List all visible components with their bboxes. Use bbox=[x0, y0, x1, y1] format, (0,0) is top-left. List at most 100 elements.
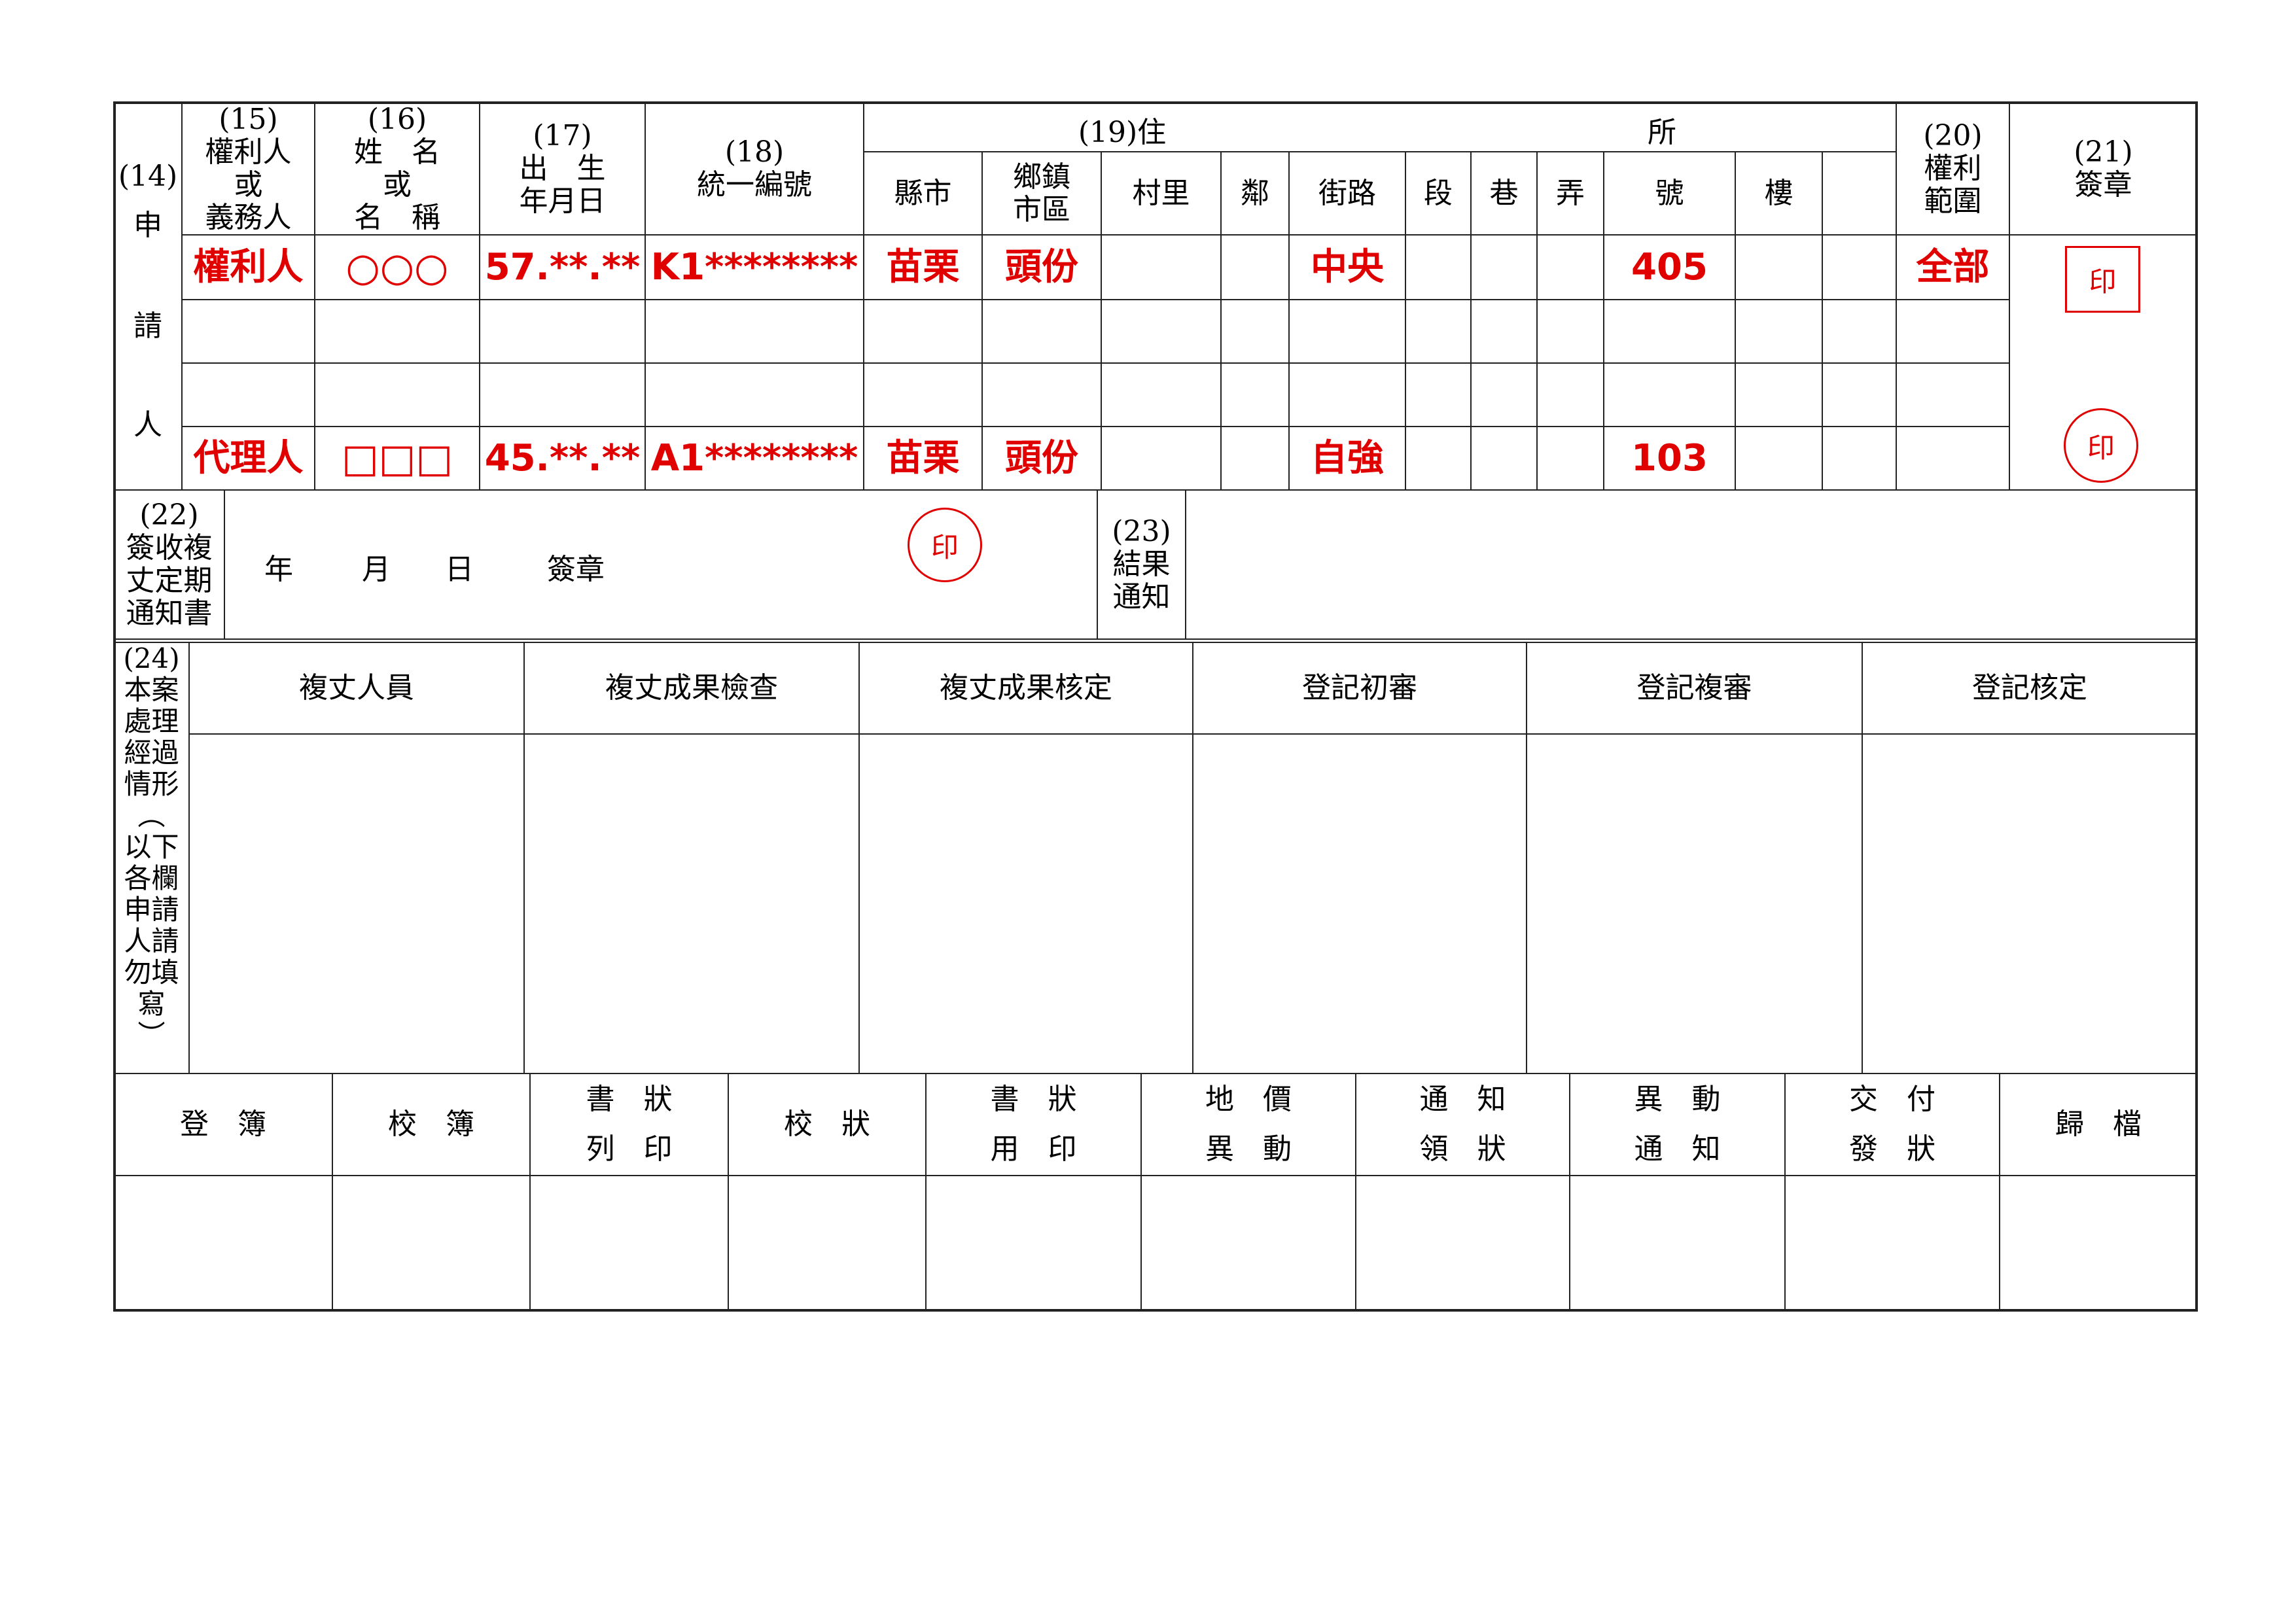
header-address-column: 段 bbox=[1405, 151, 1472, 236]
applicant-cell[interactable] bbox=[1405, 362, 1472, 427]
header-address-column: 樓 bbox=[1735, 151, 1823, 236]
applicant-cell[interactable] bbox=[1470, 426, 1538, 491]
applicant-cell[interactable]: 權利人 bbox=[181, 234, 315, 300]
applicant-cell[interactable] bbox=[645, 362, 864, 427]
registry-column-field[interactable] bbox=[332, 1175, 531, 1312]
processing-column-field[interactable] bbox=[1192, 733, 1527, 1074]
applicant-cell[interactable] bbox=[1822, 299, 1897, 364]
applicant-cell[interactable] bbox=[1735, 362, 1823, 427]
applicant-cell[interactable] bbox=[1220, 299, 1290, 364]
applicant-cell[interactable]: 45.**.** bbox=[479, 426, 646, 491]
applicant-cell[interactable]: 自強 bbox=[1288, 426, 1406, 491]
applicant-cell[interactable]: 103 bbox=[1603, 426, 1736, 491]
applicant-cell[interactable] bbox=[1536, 362, 1604, 427]
applicant-cell[interactable] bbox=[181, 362, 315, 427]
applicant-cell[interactable]: 全部 bbox=[1896, 234, 2010, 300]
applicant-cell[interactable] bbox=[181, 299, 315, 364]
applicant-cell[interactable] bbox=[981, 299, 1102, 364]
applicant-cell[interactable] bbox=[1822, 234, 1897, 300]
seal-square-icon: 印 bbox=[2065, 246, 2140, 313]
applicant-cell[interactable]: 中央 bbox=[1288, 234, 1406, 300]
applicant-label-char: 人 bbox=[133, 408, 162, 442]
registry-column-field[interactable] bbox=[113, 1175, 333, 1312]
registry-column-field[interactable] bbox=[1569, 1175, 1786, 1312]
year-label: 年 bbox=[264, 553, 293, 586]
applicant-cell[interactable] bbox=[1101, 234, 1222, 300]
applicant-cell[interactable] bbox=[1220, 362, 1290, 427]
header-rights-holder: (15) 權利人 或 義務人 bbox=[181, 101, 315, 236]
applicant-cell[interactable] bbox=[1536, 426, 1604, 491]
applicant-cell[interactable] bbox=[1405, 299, 1472, 364]
applicant-cell[interactable]: K1******** bbox=[645, 234, 864, 300]
applicant-cell[interactable] bbox=[863, 362, 983, 427]
applicant-cell[interactable] bbox=[1470, 234, 1538, 300]
applicant-cell[interactable]: 405 bbox=[1603, 234, 1736, 300]
applicant-cell[interactable] bbox=[1822, 426, 1897, 491]
seal-circle-icon: 印 bbox=[2064, 408, 2138, 483]
applicant-cell[interactable] bbox=[1101, 299, 1222, 364]
applicant-cell[interactable] bbox=[1735, 299, 1823, 364]
applicant-cell[interactable] bbox=[479, 299, 646, 364]
applicant-cell[interactable] bbox=[1822, 362, 1897, 427]
applicant-cell[interactable] bbox=[1896, 426, 2010, 491]
processing-column-field[interactable] bbox=[188, 733, 525, 1074]
applicant-cell[interactable]: □□□ bbox=[314, 426, 480, 491]
applicant-cell[interactable] bbox=[1288, 299, 1406, 364]
applicant-cell[interactable] bbox=[314, 299, 480, 364]
applicant-cell[interactable]: 頭份 bbox=[981, 426, 1102, 491]
applicant-cell[interactable]: 57.**.** bbox=[479, 234, 646, 300]
applicant-cell[interactable] bbox=[1735, 426, 1823, 491]
applicant-cell[interactable] bbox=[1101, 362, 1222, 427]
applicant-cell[interactable] bbox=[981, 362, 1102, 427]
header-address-column: 鄉鎮 市區 bbox=[981, 151, 1102, 236]
applicant-cell[interactable] bbox=[1405, 234, 1472, 300]
header-address-column: 巷 bbox=[1470, 151, 1538, 236]
result-notice-field[interactable] bbox=[1185, 489, 2198, 640]
applicant-cell[interactable] bbox=[645, 299, 864, 364]
registry-column-field[interactable] bbox=[1355, 1175, 1570, 1312]
header-name: (16) 姓 名 或 名 稱 bbox=[314, 101, 480, 236]
applicant-cell[interactable] bbox=[1470, 299, 1538, 364]
applicant-cell[interactable] bbox=[863, 299, 983, 364]
applicant-cell[interactable] bbox=[314, 362, 480, 427]
applicant-cell[interactable] bbox=[1735, 234, 1823, 300]
processing-column-field[interactable] bbox=[1526, 733, 1863, 1074]
day-label: 日 bbox=[445, 553, 474, 586]
applicant-cell[interactable] bbox=[1405, 426, 1472, 491]
processing-column-field[interactable] bbox=[1862, 733, 2198, 1074]
header-birth-date: (17) 出 生 年月日 bbox=[479, 101, 646, 236]
applicant-cell[interactable]: A1******** bbox=[645, 426, 864, 491]
registry-column-field[interactable] bbox=[1784, 1175, 2000, 1312]
applicant-cell[interactable] bbox=[1220, 234, 1290, 300]
applicant-label-char: 申 bbox=[133, 209, 162, 242]
registry-column-header: 通 知 領 狀 bbox=[1355, 1073, 1570, 1176]
applicant-cell[interactable] bbox=[1896, 299, 2010, 364]
applicant-cell[interactable]: 代理人 bbox=[181, 426, 315, 491]
survey-notice-label: (22) 簽收複 丈定期 通知書 bbox=[113, 489, 225, 640]
applicant-cell[interactable] bbox=[1536, 234, 1604, 300]
applicant-cell[interactable] bbox=[1288, 362, 1406, 427]
processing-column-field[interactable] bbox=[523, 733, 860, 1074]
applicant-cell[interactable] bbox=[1896, 362, 2010, 427]
applicant-cell[interactable] bbox=[479, 362, 646, 427]
applicant-cell[interactable] bbox=[1603, 299, 1736, 364]
applicant-cell[interactable] bbox=[1470, 362, 1538, 427]
registry-column-field[interactable] bbox=[728, 1175, 927, 1312]
applicant-cell[interactable]: 苗栗 bbox=[863, 426, 983, 491]
registry-column-field[interactable] bbox=[529, 1175, 729, 1312]
applicant-cell[interactable] bbox=[1101, 426, 1222, 491]
applicant-label-number: (14) bbox=[118, 160, 178, 193]
registry-column-header: 登 簿 bbox=[113, 1073, 333, 1176]
registry-column-field[interactable] bbox=[1140, 1175, 1356, 1312]
applicant-cell[interactable] bbox=[1536, 299, 1604, 364]
registry-column-field[interactable] bbox=[925, 1175, 1142, 1312]
applicant-cell[interactable]: 苗栗 bbox=[863, 234, 983, 300]
header-address-column: 鄰 bbox=[1220, 151, 1290, 236]
registry-column-field[interactable] bbox=[1999, 1175, 2198, 1312]
applicant-cell[interactable] bbox=[1603, 362, 1736, 427]
applicant-cell[interactable]: 頭份 bbox=[981, 234, 1102, 300]
applicant-cell[interactable]: ○○○ bbox=[314, 234, 480, 300]
processing-column-field[interactable] bbox=[858, 733, 1193, 1074]
applicant-cell[interactable] bbox=[1220, 426, 1290, 491]
